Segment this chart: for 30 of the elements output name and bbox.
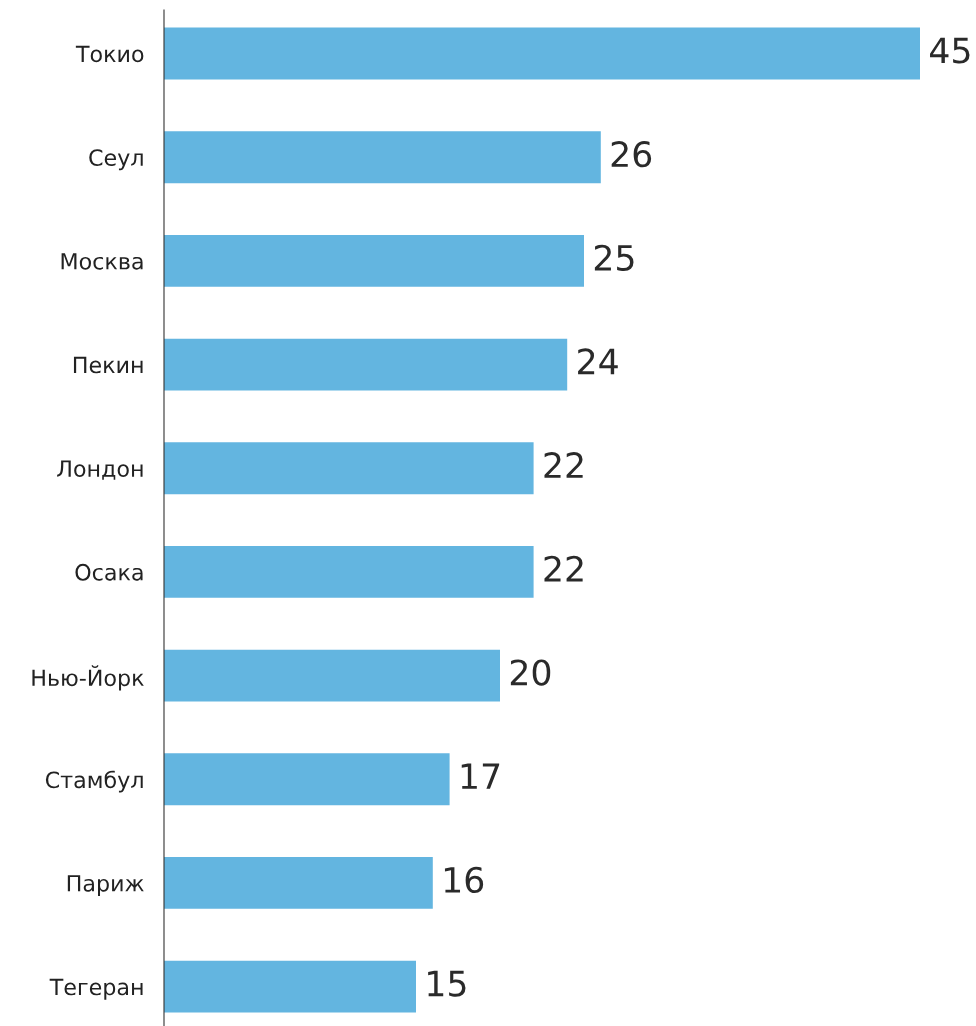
bar bbox=[164, 649, 500, 702]
data-label: 17 bbox=[461, 763, 500, 789]
data-label: 26 bbox=[611, 141, 652, 168]
bar bbox=[164, 545, 534, 598]
bar bbox=[164, 234, 584, 287]
data-label: 24 bbox=[578, 348, 618, 375]
y-tick-label: Токио bbox=[75, 45, 144, 63]
data-label: 25 bbox=[594, 244, 634, 271]
bar bbox=[164, 27, 920, 80]
y-tick-label: Нью-Йорк bbox=[32, 665, 144, 691]
y-tick-label: Лондон bbox=[57, 460, 143, 480]
y-tick-label: Сеул bbox=[89, 149, 143, 171]
y-tick-label: Осака bbox=[75, 563, 143, 581]
y-tick-label: Тегеран bbox=[49, 978, 143, 1000]
bar bbox=[164, 338, 568, 391]
bar bbox=[164, 753, 450, 806]
y-tick-label: Стамбул bbox=[45, 770, 143, 793]
data-label: 45 bbox=[930, 37, 970, 64]
y-tick-label: Париж bbox=[67, 875, 144, 896]
data-label: 22 bbox=[544, 452, 583, 478]
data-label: 22 bbox=[544, 555, 583, 582]
bar bbox=[164, 442, 534, 495]
data-label: 16 bbox=[444, 866, 484, 894]
y-tick-label: Пекин bbox=[73, 356, 143, 374]
bar bbox=[164, 960, 416, 1013]
bar bbox=[164, 131, 601, 184]
y-tick-label: Москва bbox=[61, 253, 143, 270]
data-label: 15 bbox=[428, 970, 466, 997]
data-label: 20 bbox=[510, 659, 551, 686]
bar bbox=[164, 857, 433, 909]
